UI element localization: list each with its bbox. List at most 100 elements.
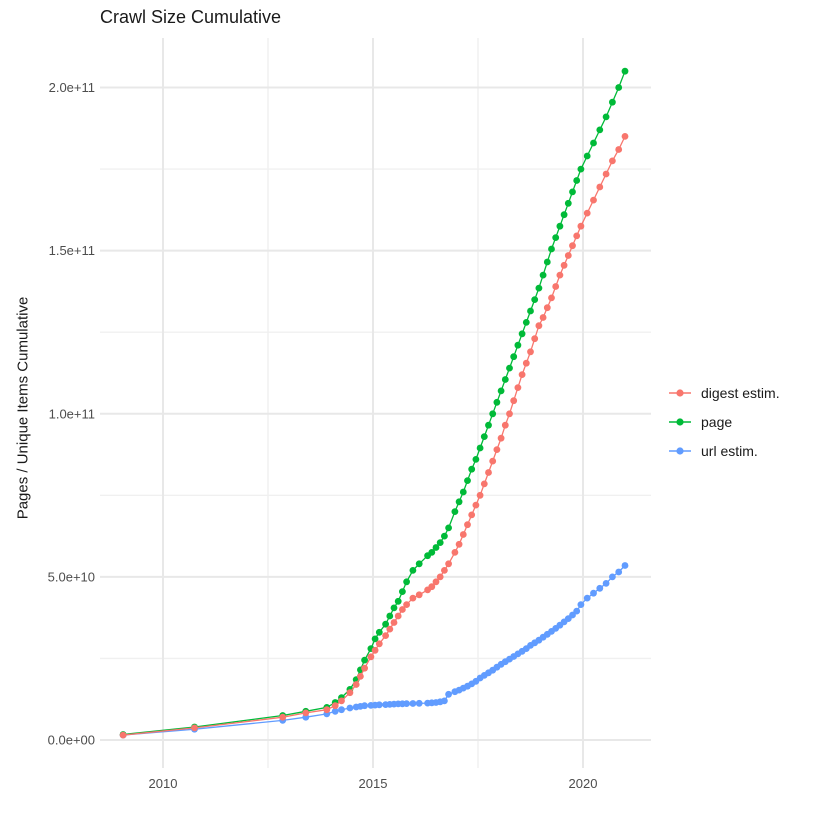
data-point-digest-estim [357, 673, 364, 680]
data-point-page [459, 488, 467, 496]
data-point-digest-estim [596, 183, 604, 191]
data-point-digest-estim [432, 578, 440, 586]
data-point-url-estim [583, 594, 591, 602]
data-point-digest-estim [510, 397, 518, 405]
data-point-page [480, 433, 488, 440]
data-point-page [556, 222, 564, 230]
data-point-page [548, 245, 555, 253]
data-point-page [609, 98, 616, 106]
data-point-page [506, 364, 513, 372]
legend-label: digest estim. [701, 384, 780, 401]
data-point-url-estim [596, 584, 604, 592]
data-point-page [428, 549, 436, 556]
data-point-url-estim [331, 707, 339, 715]
data-point-digest-estim [527, 348, 534, 356]
data-point-page [577, 165, 585, 173]
data-point-page [445, 524, 452, 532]
gridlines-minor [100, 38, 651, 768]
legend-item-page: page [668, 407, 780, 436]
data-point-digest-estim [577, 222, 585, 230]
data-point-page [527, 307, 534, 315]
series-page [119, 67, 629, 738]
legend-key-dot [676, 446, 684, 455]
data-point-page [583, 152, 591, 160]
data-point-digest-estim [323, 706, 331, 714]
y-tick-label: 2.0e+11 [49, 80, 95, 95]
data-point-page [497, 387, 505, 395]
y-tick-label: 5.0e+10 [48, 569, 95, 584]
data-point-digest-estim [459, 531, 467, 538]
data-point-digest-estim [497, 434, 505, 442]
data-point-url-estim [409, 700, 417, 707]
data-point-page [514, 341, 522, 349]
y-tick-label: 0.0e+00 [48, 733, 95, 748]
data-point-digest-estim [464, 521, 471, 529]
data-point-url-estim [602, 580, 610, 587]
legend-key-icon [669, 417, 691, 426]
data-point-url-estim [415, 699, 423, 707]
data-point-page [552, 234, 560, 242]
data-point-digest-estim [590, 196, 597, 204]
data-point-page [602, 113, 610, 121]
x-tick-label: 2015 [359, 776, 388, 791]
data-point-page [518, 330, 526, 338]
data-point-digest-estim [543, 304, 551, 312]
data-point-page [361, 656, 368, 664]
data-point-url-estim [615, 568, 623, 576]
data-point-url-estim [573, 607, 581, 615]
data-point-url-estim [361, 702, 368, 710]
data-point-page [531, 296, 539, 303]
legend-key-dot [676, 388, 684, 397]
data-point-page [569, 188, 576, 196]
data-point-page [371, 635, 379, 643]
data-point-page [382, 620, 389, 628]
data-point-url-estim [338, 706, 345, 714]
data-point-url-estim [445, 690, 452, 698]
data-point-digest-estim [468, 511, 476, 519]
data-point-page [455, 498, 463, 506]
data-point-digest-estim [506, 410, 513, 418]
data-point-digest-estim [367, 653, 375, 661]
data-point-page [464, 477, 471, 484]
data-point-page [394, 597, 402, 605]
data-point-page [615, 84, 623, 91]
data-point-digest-estim [191, 724, 198, 732]
data-point-digest-estim [346, 689, 354, 697]
data-point-page [432, 544, 440, 551]
data-point-digest-estim [331, 702, 339, 710]
data-point-digest-estim [501, 421, 509, 429]
data-point-page [415, 560, 423, 568]
data-point-digest-estim [489, 457, 497, 465]
data-point-url-estim [590, 589, 597, 597]
gridlines-major [100, 38, 651, 768]
data-point-page [535, 284, 543, 292]
data-point-url-estim [346, 704, 354, 712]
data-point-digest-estim [602, 170, 610, 178]
data-point-digest-estim [560, 261, 568, 269]
data-point-page [403, 578, 410, 586]
legend-item-digest-estim: digest estim. [668, 378, 780, 407]
data-point-digest-estim [455, 540, 463, 548]
axis-tick-labels: 0.0e+00 5.0e+10 1.0e+11 1.5e+11 2.0e+11 2010 2… [48, 80, 598, 791]
y-tick-label: 1.0e+11 [49, 406, 95, 421]
data-point-page [451, 508, 459, 515]
data-point-digest-estim [573, 232, 581, 240]
data-point-page [468, 465, 476, 473]
data-point-digest-estim [535, 322, 543, 330]
data-point-page [564, 199, 572, 207]
data-point-url-estim [577, 601, 585, 608]
data-point-digest-estim [403, 601, 410, 608]
data-point-digest-estim [119, 731, 127, 739]
data-point-url-estim [621, 562, 629, 569]
data-point-page [409, 567, 417, 574]
data-point-digest-estim [279, 713, 287, 721]
data-point-page [493, 398, 501, 406]
legend-item-url-estim: url estim. [668, 436, 780, 465]
legend: digest estim. page url estim. [668, 378, 780, 465]
data-point-page [539, 271, 547, 279]
series-line-digest-estim [123, 136, 626, 736]
data-point-digest-estim [451, 549, 459, 556]
data-point-digest-estim [302, 709, 310, 717]
